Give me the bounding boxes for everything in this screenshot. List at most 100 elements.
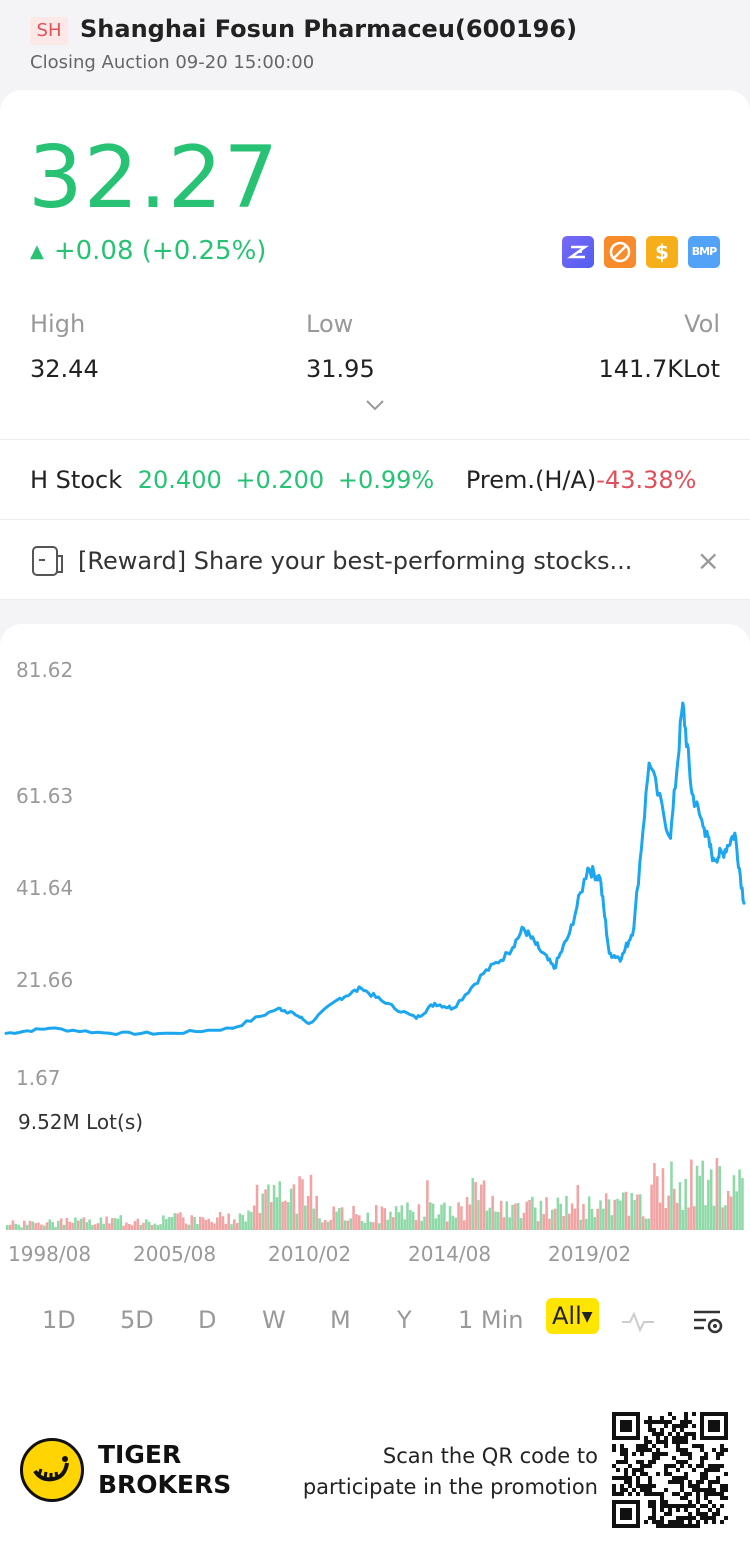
volume-bar <box>159 1224 162 1230</box>
volume-bar <box>179 1212 182 1230</box>
volume-bar <box>284 1200 287 1230</box>
volume-bar <box>698 1175 702 1230</box>
volume-bar <box>25 1224 29 1230</box>
volume-bar <box>539 1200 543 1230</box>
volume-bar <box>690 1159 693 1230</box>
last-price: 32.27 <box>28 128 280 228</box>
reward-banner[interactable]: [Reward] Share your best-performing stoc… <box>30 544 720 584</box>
h-stock-price: 20.400 <box>137 466 222 494</box>
high-value: 32.44 <box>30 355 99 383</box>
price-line <box>5 701 746 1036</box>
volume-bar <box>301 1179 304 1230</box>
volume-bar <box>593 1217 597 1230</box>
no-short-icon[interactable] <box>604 236 636 268</box>
period-m[interactable]: M <box>330 1306 351 1334</box>
volume-bar <box>692 1206 696 1230</box>
volume-bar <box>545 1197 548 1230</box>
volume-bar <box>221 1216 225 1230</box>
x-tick: 2010/02 <box>268 1242 352 1266</box>
dollar-icon[interactable]: $ <box>646 236 678 268</box>
volume-bar <box>128 1224 131 1230</box>
volume-bar <box>437 1214 440 1230</box>
period-1min[interactable]: 1 Min <box>458 1306 524 1334</box>
volume-bar <box>579 1219 582 1230</box>
volume-bar <box>531 1196 534 1230</box>
volume-bar <box>65 1218 69 1230</box>
volume-bar <box>465 1197 469 1230</box>
volume-bar <box>338 1208 341 1230</box>
price-point <box>690 791 694 795</box>
volume-bar <box>553 1208 557 1230</box>
price-point <box>359 986 363 990</box>
volume-bar <box>664 1208 668 1230</box>
vol-label: Vol <box>684 310 720 338</box>
volume-bar <box>658 1202 662 1230</box>
volume-bar <box>332 1206 335 1230</box>
volume-bar <box>409 1210 412 1230</box>
volume-bar <box>355 1214 358 1230</box>
period-1d[interactable]: 1D <box>42 1306 76 1334</box>
volume-bar <box>352 1205 355 1230</box>
volume-bar <box>389 1211 392 1230</box>
price-chart[interactable] <box>0 640 750 1100</box>
volume-bar <box>238 1213 242 1230</box>
volume-bar <box>343 1220 347 1230</box>
h-stock-change: +0.200 <box>235 466 325 494</box>
period-d[interactable]: D <box>198 1306 217 1334</box>
volume-chart[interactable] <box>0 1110 750 1232</box>
volume-bar <box>326 1221 330 1230</box>
volume-bar <box>62 1224 66 1230</box>
document-icon <box>30 544 64 578</box>
volume-bar <box>556 1197 560 1230</box>
period-w[interactable]: W <box>262 1306 286 1334</box>
volume-bar <box>213 1223 216 1230</box>
period-all[interactable]: All▼ <box>546 1298 599 1334</box>
price-point <box>277 1006 281 1010</box>
h-stock-row[interactable]: H Stock 20.400 +0.200 +0.99% Prem.(H/A)-… <box>30 466 696 494</box>
volume-bar <box>54 1226 57 1230</box>
volume-bar <box>616 1198 619 1230</box>
chevron-down-icon[interactable] <box>364 396 386 417</box>
period-5d[interactable]: 5D <box>120 1306 154 1334</box>
chart-settings-icon[interactable] <box>690 1304 726 1344</box>
volume-bar <box>684 1178 687 1230</box>
y-tick: 61.63 <box>16 784 74 808</box>
price-point <box>742 901 746 905</box>
volume-bar <box>386 1219 389 1230</box>
caret-down-icon: ▼ <box>581 1309 593 1325</box>
price-point <box>711 856 715 860</box>
bmp-icon[interactable]: BMP <box>688 236 720 268</box>
volume-bar <box>275 1197 279 1230</box>
volume-bar <box>136 1218 140 1230</box>
reward-text: [Reward] Share your best-performing stoc… <box>78 547 633 575</box>
volume-bar <box>542 1214 546 1230</box>
period-y[interactable]: Y <box>397 1306 412 1334</box>
line-chart-icon[interactable] <box>620 1306 656 1340</box>
stock-title: Shanghai Fosun Pharmaceu(600196) <box>80 15 578 43</box>
volume-bar <box>357 1215 361 1230</box>
volume-bar <box>587 1196 591 1230</box>
volume-bar <box>59 1218 63 1230</box>
volume-bar <box>366 1212 370 1230</box>
volume-bar <box>204 1220 208 1230</box>
volume-bar <box>508 1217 511 1230</box>
volume-bar <box>304 1205 307 1230</box>
volume-bar <box>445 1221 449 1230</box>
qr-code[interactable] <box>612 1412 728 1528</box>
volume-bar <box>31 1221 35 1230</box>
volume-bar <box>167 1217 171 1230</box>
volume-bar <box>624 1191 628 1230</box>
close-icon[interactable]: × <box>696 544 720 577</box>
price-point <box>647 761 651 765</box>
volume-bar <box>383 1208 387 1230</box>
volume-bar <box>122 1225 125 1230</box>
volume-bar <box>602 1208 605 1230</box>
stock-flags: $ BMP <box>562 236 720 268</box>
volume-max-label: 9.52M Lot(s) <box>18 1110 144 1134</box>
volume-bar <box>363 1222 367 1230</box>
price-point <box>414 1016 418 1020</box>
volume-bar <box>406 1202 409 1230</box>
y-tick: 41.64 <box>16 876 74 900</box>
chart-card <box>0 624 750 1390</box>
margin-icon[interactable] <box>562 236 594 268</box>
